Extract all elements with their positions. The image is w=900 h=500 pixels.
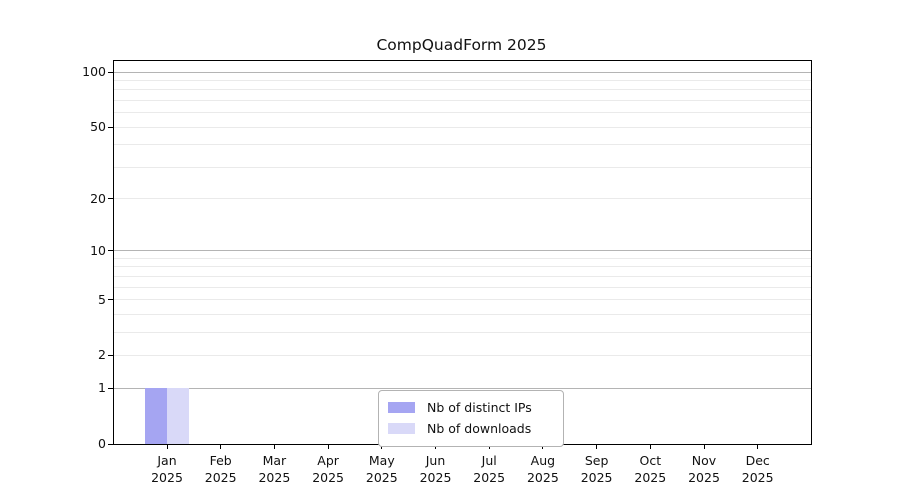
major-gridline bbox=[114, 71, 811, 73]
x-axis-tick bbox=[703, 444, 705, 449]
x-axis-tick-label: May 2025 bbox=[365, 453, 398, 485]
legend-swatch-downloads bbox=[388, 423, 415, 434]
minor-gridline bbox=[114, 331, 811, 333]
y-axis-tick bbox=[108, 198, 114, 200]
x-axis-tick bbox=[596, 444, 598, 449]
y-axis-tick-label: 50 bbox=[90, 119, 106, 135]
minor-gridline bbox=[114, 275, 811, 277]
x-axis-tick-label: Aug 2025 bbox=[526, 453, 559, 485]
y-axis-tick-label: 0 bbox=[98, 436, 106, 451]
legend-label-downloads: Nb of downloads bbox=[427, 421, 532, 436]
x-axis-tick bbox=[327, 444, 329, 449]
y-axis-tick-label: 1 bbox=[98, 380, 106, 396]
x-axis-tick-label: Oct 2025 bbox=[634, 453, 667, 485]
y-axis-tick bbox=[108, 299, 114, 301]
y-axis-tick-label: 5 bbox=[98, 291, 106, 307]
minor-gridline bbox=[114, 198, 811, 200]
y-axis-tick-label: 100 bbox=[82, 64, 106, 80]
x-axis-tick bbox=[220, 444, 222, 449]
minor-gridline bbox=[114, 100, 811, 102]
y-axis-tick bbox=[108, 354, 114, 356]
minor-gridline bbox=[114, 257, 811, 259]
plot-area: Nb of distinct IPs Nb of downloads 0 1 2 5 1… bbox=[82, 60, 812, 485]
y-axis-tick-label: 2 bbox=[98, 347, 106, 363]
y-axis-tick bbox=[108, 387, 114, 389]
bar-downloads bbox=[167, 388, 189, 444]
minor-gridline bbox=[114, 266, 811, 268]
x-axis-tick bbox=[649, 444, 651, 449]
minor-gridline bbox=[114, 354, 811, 356]
chart-title: CompQuadForm 2025 bbox=[376, 36, 547, 54]
x-axis-tick bbox=[166, 444, 168, 449]
x-axis-tick-label: Dec 2025 bbox=[741, 453, 774, 485]
legend-item-downloads: Nb of downloads bbox=[388, 418, 553, 439]
x-axis-tick bbox=[273, 444, 275, 449]
x-axis-tick-label: Jan 2025 bbox=[151, 453, 183, 485]
legend: Nb of distinct IPs Nb of downloads bbox=[378, 390, 564, 447]
y-axis-tick-label: 20 bbox=[90, 190, 106, 206]
x-axis-tick bbox=[757, 444, 759, 449]
legend-label-distinct-ips: Nb of distinct IPs bbox=[427, 400, 532, 415]
minor-gridline bbox=[114, 126, 811, 128]
minor-gridline bbox=[114, 286, 811, 288]
major-gridline bbox=[114, 250, 811, 252]
x-axis-tick-label: Jul 2025 bbox=[473, 453, 506, 485]
x-axis-tick-label: Apr 2025 bbox=[312, 453, 344, 485]
major-gridline bbox=[114, 387, 811, 389]
y-axis-tick bbox=[108, 126, 114, 128]
minor-gridline bbox=[114, 299, 811, 301]
minor-gridline bbox=[114, 112, 811, 114]
x-axis-tick-label: Jun 2025 bbox=[419, 453, 452, 485]
minor-gridline bbox=[114, 89, 811, 91]
y-axis-tick bbox=[108, 443, 114, 445]
x-axis-tick-label: Sep 2025 bbox=[580, 453, 613, 485]
x-axis-tick-label: Feb 2025 bbox=[204, 453, 237, 485]
minor-gridline bbox=[114, 166, 811, 168]
legend-item-distinct-ips: Nb of distinct IPs bbox=[388, 397, 553, 418]
x-axis-tick-label: Nov 2025 bbox=[688, 453, 720, 485]
legend-swatch-distinct-ips bbox=[388, 402, 415, 413]
minor-gridline bbox=[114, 313, 811, 315]
bar-distinct-ips bbox=[145, 388, 167, 444]
y-axis-tick bbox=[108, 71, 114, 73]
minor-gridline bbox=[114, 144, 811, 146]
y-axis-tick bbox=[108, 250, 114, 252]
y-axis-tick-label: 10 bbox=[90, 242, 106, 258]
x-axis-tick-label: Mar 2025 bbox=[258, 453, 291, 485]
minor-gridline bbox=[114, 80, 811, 82]
